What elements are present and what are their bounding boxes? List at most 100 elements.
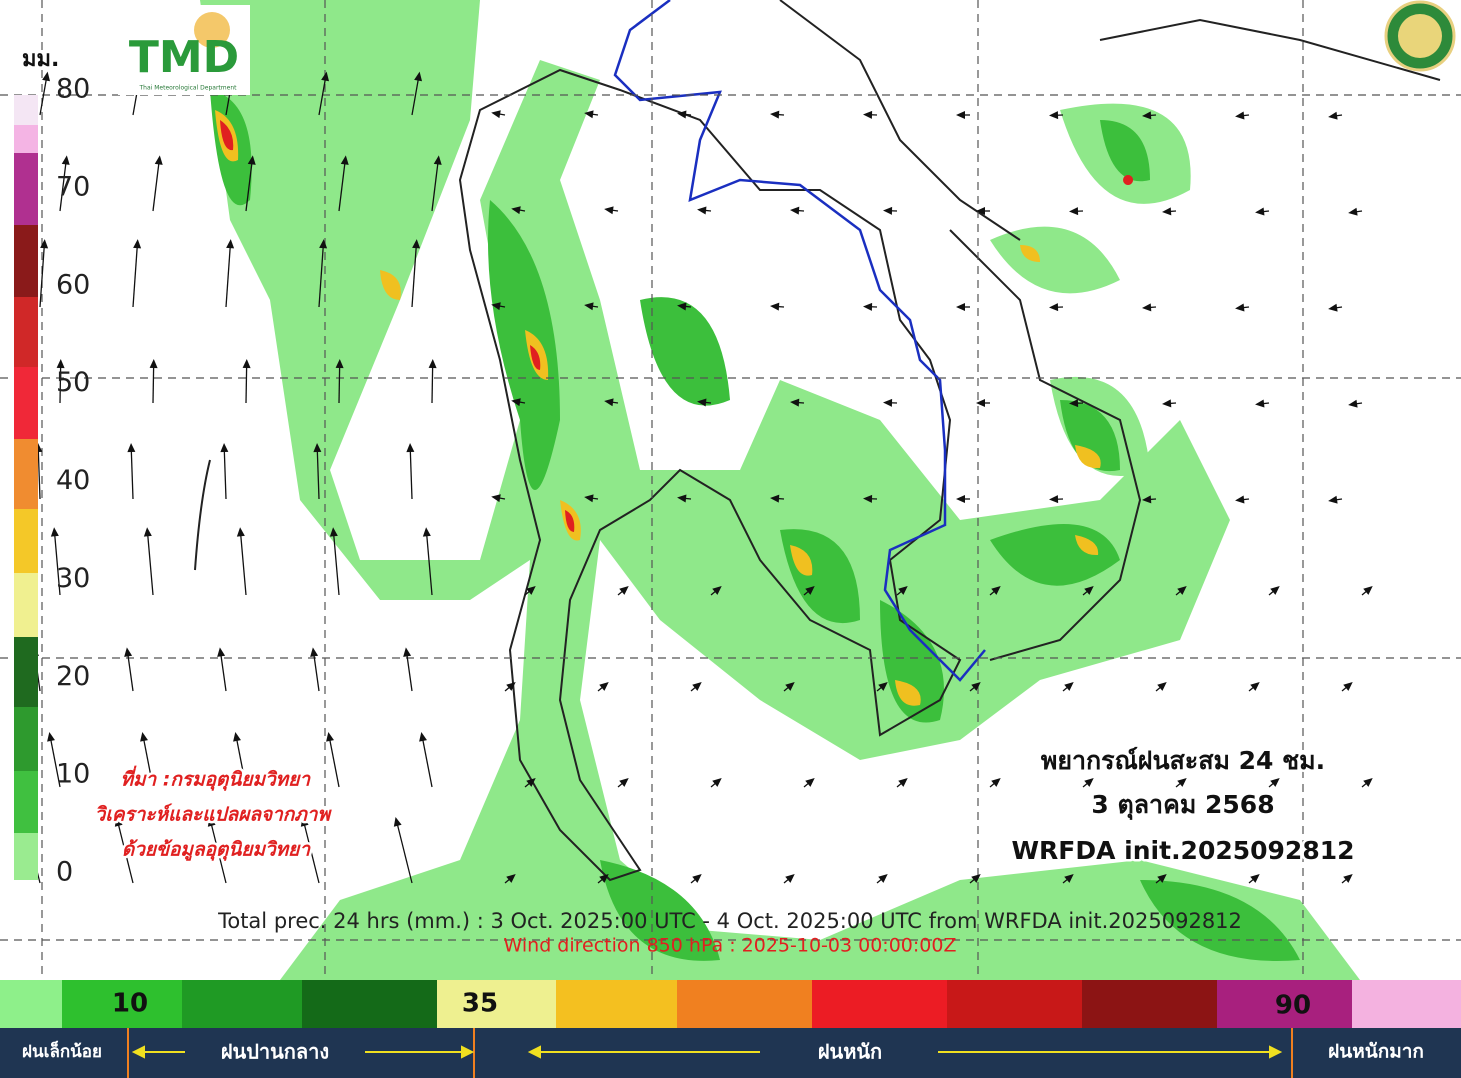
colorbar-segment: [14, 707, 38, 771]
legend-segment: [0, 980, 62, 1028]
wind-arrow-head: [319, 239, 328, 249]
wind-arrow: [302, 820, 320, 884]
wind-arrow: [409, 447, 413, 500]
legend-segment: [62, 980, 182, 1028]
wind-arrow-head: [133, 239, 142, 249]
wind-arrow-head: [114, 817, 123, 827]
wind-arrow: [405, 651, 413, 692]
logo-bg: [118, 5, 250, 95]
wind-arrow-head: [1343, 682, 1353, 691]
wind-arrow: [152, 362, 155, 404]
wind-arrow-head: [321, 71, 330, 82]
logo-subtitle: Thai Meteorological Department: [139, 85, 238, 92]
wind-arrow-head: [414, 71, 423, 82]
forecast-model: WRFDA init.2025092812: [1011, 836, 1354, 865]
colorbar-segment: [14, 153, 38, 225]
wind-arrow-head: [422, 527, 431, 537]
wind-arrow-head: [124, 647, 133, 657]
wind-arrow: [132, 243, 139, 308]
wind-arrow-head: [1142, 111, 1152, 120]
wind-arrow-head: [712, 778, 722, 787]
wind-arrow-head: [790, 206, 800, 215]
wind-arrow-head: [863, 110, 873, 119]
legend-category: ฝนปานกลาง: [221, 1040, 329, 1064]
graticule: [0, 0, 1461, 978]
wind-arrow-head: [149, 359, 158, 369]
wind-arrow-head: [1064, 682, 1074, 691]
wind-arrow: [312, 651, 320, 692]
wind-arrow-head: [526, 778, 536, 787]
wind-arrow-head: [677, 302, 687, 311]
colorbar-tick-label: 60: [56, 269, 90, 300]
wind-arrow-head: [56, 359, 65, 369]
wind-arrow-head: [898, 778, 908, 787]
wind-arrow: [116, 820, 134, 884]
colorbar-tick-label: 70: [56, 171, 90, 202]
wind-arrow: [219, 651, 227, 692]
wind-arrow: [395, 820, 413, 884]
wind-arrow: [130, 447, 134, 500]
wind-arrow: [328, 735, 340, 788]
wind-arrow-head: [393, 817, 402, 827]
colorbar-tick-label: 80: [56, 74, 90, 105]
legend-category: ฝนหนักมาก: [1328, 1041, 1424, 1063]
wind-arrow-head: [1363, 586, 1373, 595]
wind-arrow-head: [1084, 778, 1094, 787]
wind-arrow-head: [584, 302, 594, 311]
wind-arrow-head: [1235, 111, 1245, 120]
wind-arrow-head: [491, 110, 501, 119]
colorbar-segment: [14, 573, 38, 637]
wind-arrow: [425, 531, 433, 596]
wind-arrow-head: [143, 527, 152, 537]
wind-arrow-head: [677, 110, 687, 119]
wind-arrow-head: [863, 494, 873, 503]
arrow-head: [527, 1045, 541, 1059]
wind-arrow-head: [604, 206, 614, 215]
wind-arrow: [126, 651, 134, 692]
wind-arrow-head: [511, 206, 521, 215]
forecast-box: พยากรณ์ฝนสะสม 24 ชม. 3 ตุลาคม 2568 WRFDA…: [1009, 744, 1357, 868]
logo-sun: [194, 12, 230, 48]
wind-arrow-head: [1162, 207, 1172, 216]
wind-arrow-head: [335, 359, 344, 369]
wind-arrow-head: [233, 732, 241, 742]
wind-arrow: [59, 362, 62, 404]
legend-tick: 90: [1275, 991, 1311, 1021]
wind-arrow-head: [599, 874, 609, 883]
wind-arrow-head: [619, 586, 629, 595]
legend-segment: [1352, 980, 1461, 1028]
wind-arrow-head: [956, 111, 965, 119]
wind-arrow: [223, 447, 227, 500]
wind-arrow-head: [326, 732, 334, 742]
wind-arrow-head: [584, 494, 594, 503]
wind-arrow: [209, 820, 227, 884]
legend-segment: [437, 980, 556, 1028]
wind-arrow-head: [42, 71, 51, 82]
wind-arrow-head: [805, 778, 815, 787]
colorbar-segment: [14, 297, 38, 367]
wind-arrow-head: [883, 206, 893, 215]
wind-arrow: [59, 159, 67, 212]
wind-arrow-head: [599, 682, 609, 691]
wind-arrow-head: [883, 398, 893, 407]
wind-arrow-head: [697, 398, 707, 407]
wind-arrow: [332, 531, 340, 596]
colorbar-segment: [14, 225, 38, 297]
wind-arrow-head: [956, 303, 965, 311]
wind-arrow-head: [300, 817, 309, 827]
wind-arrow: [37, 447, 41, 500]
rain-legend: 10 35 90 ฝนเล็กน้อย ฝนปานกลาง ฝนหนัก ฝนห…: [0, 980, 1461, 1078]
wind-arrow-head: [584, 110, 594, 119]
wind-arrow-head: [506, 682, 516, 691]
wind-arrow-head: [433, 155, 442, 165]
wind-arrow-head: [785, 874, 795, 883]
wind-arrow: [239, 531, 247, 596]
wind-arrow-head: [1270, 778, 1280, 787]
wind-arrow-head: [61, 155, 70, 165]
colorbar-segment: [14, 771, 38, 833]
wind-arrow-head: [1328, 111, 1338, 120]
wind-arrow: [338, 362, 341, 404]
colorbar-segment: [14, 125, 38, 153]
wind-arrow: [245, 362, 248, 404]
wind-arrow-head: [878, 874, 888, 883]
